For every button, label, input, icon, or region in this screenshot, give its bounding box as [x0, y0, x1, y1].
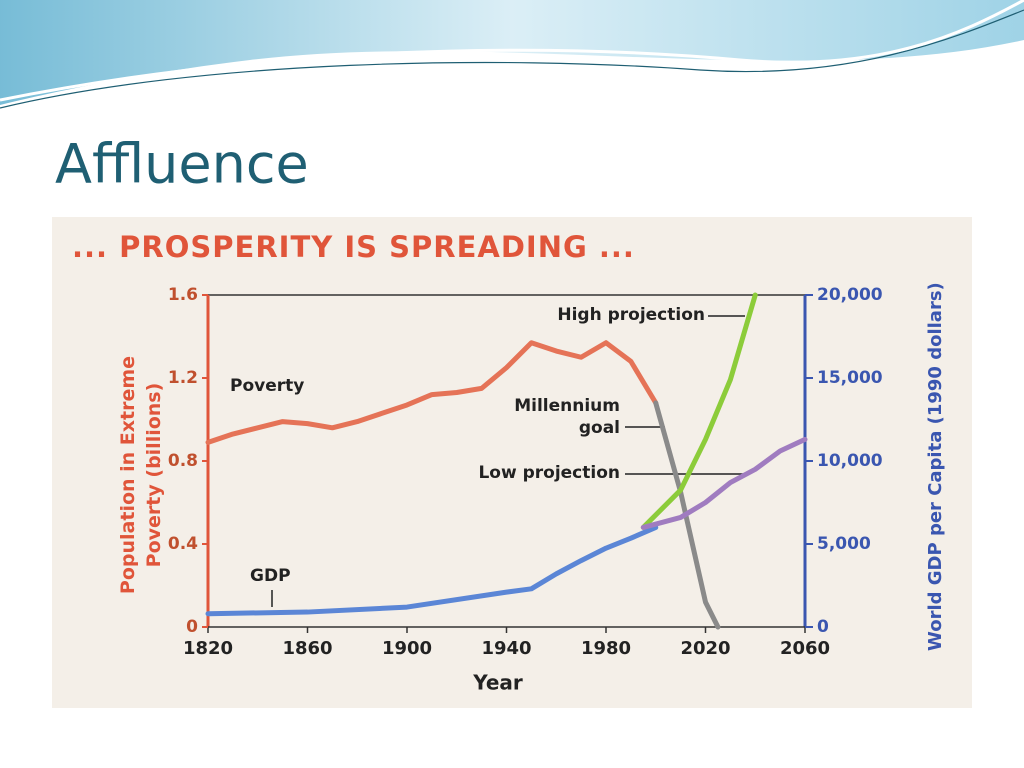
- y-tick-label: 1.6: [168, 285, 198, 305]
- y2-tick-label: 5,000: [817, 534, 871, 554]
- series-line: [205, 524, 659, 617]
- y2-tick-label: 15,000: [817, 368, 883, 388]
- y-tick-label: 0.4: [168, 534, 198, 554]
- y2-tick-label: 0: [817, 617, 829, 637]
- series-line: [640, 292, 758, 530]
- series-label: Low projection: [478, 463, 620, 483]
- series-line: [653, 400, 721, 630]
- x-tick-label: 2020: [680, 638, 730, 659]
- x-tick-label: 1980: [581, 638, 631, 659]
- header-curve: [0, 0, 1024, 102]
- header-wave: [0, 0, 1024, 105]
- x-axis-label: Year: [472, 671, 523, 695]
- y-tick-label: 1.2: [168, 368, 198, 388]
- chart-title: ... PROSPERITY IS SPREADING ...: [72, 230, 635, 264]
- header-curve: [0, 9, 1024, 109]
- x-tick-label: 1860: [282, 638, 332, 659]
- y-tick-label: 0.8: [168, 451, 198, 471]
- series-label: GDP: [250, 566, 291, 586]
- x-tick-label: 1820: [183, 638, 233, 659]
- y2-tick-label: 20,000: [817, 285, 883, 305]
- series-label: Poverty: [230, 376, 305, 396]
- x-tick-label: 1940: [481, 638, 531, 659]
- series-label: High projection: [557, 305, 705, 325]
- y2-tick-label: 10,000: [817, 451, 883, 471]
- series-line: [640, 436, 808, 530]
- y2-axis-label: World GDP per Capita (1990 dollars): [925, 282, 946, 651]
- series-line: [205, 340, 659, 445]
- slide-title: Affluence: [55, 133, 309, 196]
- x-tick-label: 1900: [382, 638, 432, 659]
- y-tick-label: 0: [186, 617, 198, 637]
- x-tick-label: 2060: [780, 638, 830, 659]
- y-axis-label: Population in Extreme Poverty (billions): [117, 355, 165, 595]
- series-label: Millennium goal: [514, 396, 620, 438]
